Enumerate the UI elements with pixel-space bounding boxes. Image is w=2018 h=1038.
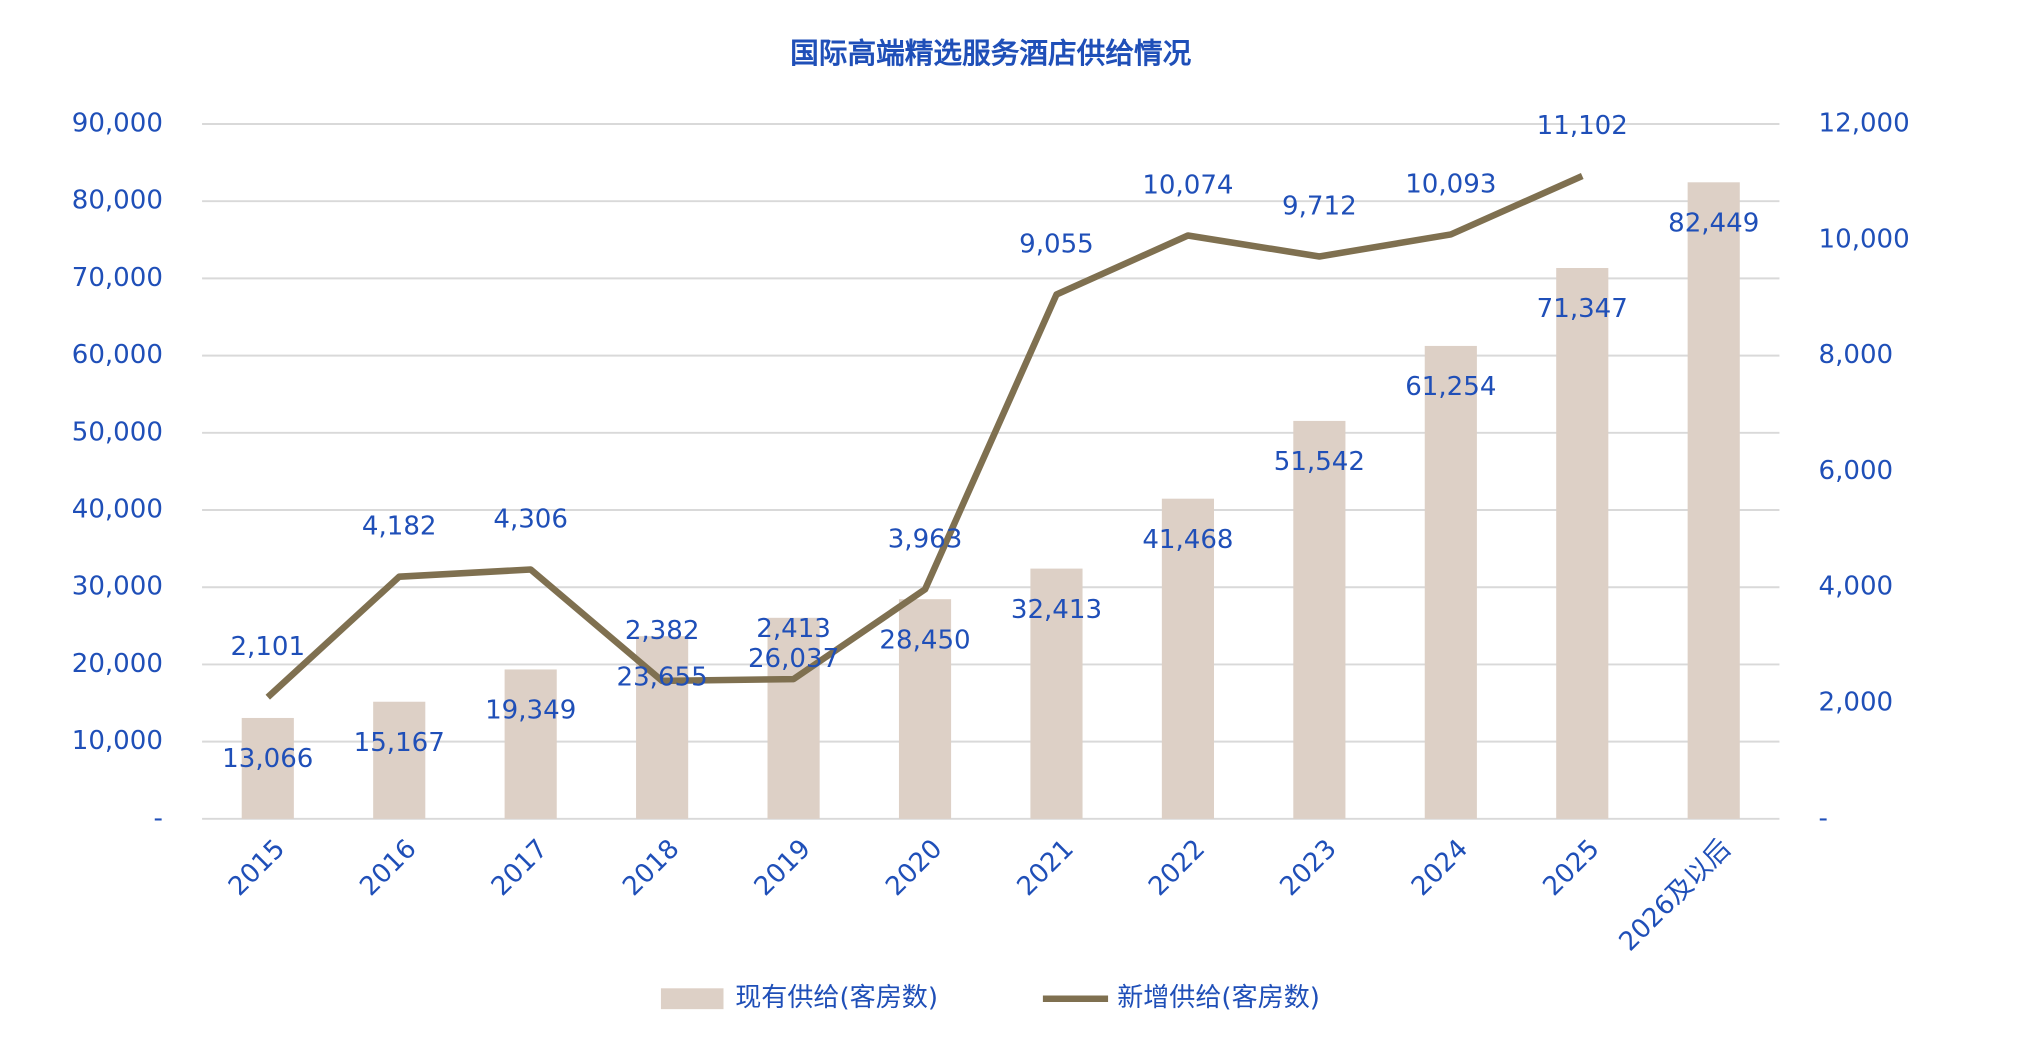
y2-tick-label: 4,000	[1819, 572, 1894, 602]
x-tick-label: 2025	[1537, 834, 1605, 902]
data-label: 4,306	[493, 504, 568, 534]
bar	[1161, 498, 1214, 819]
bar	[767, 617, 820, 819]
x-tick-label: 2022	[1143, 834, 1211, 902]
data-label: 61,254	[1405, 372, 1496, 402]
data-label: 2,382	[625, 616, 700, 646]
data-label: 2,101	[230, 632, 305, 662]
data-label: 4,182	[362, 512, 437, 542]
y-tick-label: 20,000	[72, 649, 163, 679]
bar	[1293, 420, 1346, 819]
data-label: 32,413	[1011, 595, 1102, 625]
y-tick-label: 10,000	[72, 726, 163, 756]
y2-tick-label: 6,000	[1819, 456, 1894, 486]
bar	[241, 717, 294, 819]
x-tick-label: 2024	[1406, 834, 1474, 902]
data-label: 82,449	[1668, 209, 1759, 239]
y-tick-label: 80,000	[72, 186, 163, 216]
data-label: 15,167	[354, 728, 445, 758]
data-label: 11,102	[1537, 111, 1628, 141]
y-tick-label: 60,000	[72, 340, 163, 370]
y2-tick-label: 12,000	[1819, 109, 1910, 139]
x-tick-label: 2018	[617, 834, 685, 902]
y-tick-label: -	[154, 803, 163, 833]
legend-swatch	[660, 988, 724, 1010]
bar	[1687, 182, 1740, 819]
x-tick-label: 2015	[223, 834, 291, 902]
legend-label: 现有供给(客房数)	[735, 983, 938, 1013]
bar	[1030, 568, 1083, 819]
x-tick-label: 2017	[486, 834, 554, 902]
data-label: 9,712	[1282, 191, 1357, 221]
data-label: 26,037	[748, 644, 839, 674]
y-tick-label: 70,000	[72, 263, 163, 293]
y-tick-label: 40,000	[72, 495, 163, 525]
data-label: 41,468	[1142, 525, 1233, 555]
data-label: 13,066	[222, 744, 313, 774]
x-tick-label: 2023	[1275, 834, 1343, 902]
data-label: 51,542	[1274, 447, 1365, 477]
data-label: 9,055	[1019, 229, 1094, 259]
bar	[898, 599, 952, 819]
data-label: 10,093	[1405, 169, 1496, 199]
data-label: 28,450	[879, 625, 970, 655]
y2-tick-label: 2,000	[1819, 688, 1894, 718]
data-label: 71,347	[1537, 294, 1628, 324]
data-label: 23,655	[617, 662, 708, 692]
y-tick-label: 30,000	[72, 572, 163, 602]
x-tick-label: 2016	[354, 834, 422, 902]
data-label: 3,963	[888, 524, 963, 554]
bar	[504, 669, 557, 819]
x-tick-label: 2021	[1012, 834, 1080, 902]
x-tick-label: 2020	[880, 834, 948, 902]
chart-title: 国际高端精选服务酒店供给情况	[790, 36, 1192, 70]
bar	[373, 701, 426, 819]
y2-tick-label: 8,000	[1819, 340, 1894, 370]
x-tick-label: 2019	[749, 834, 817, 902]
y2-tick-label: 10,000	[1819, 224, 1910, 254]
bar	[1556, 268, 1609, 819]
data-label: 2,413	[756, 614, 831, 644]
x-tick-label: 2026及以后	[1614, 834, 1737, 957]
y2-tick-label: -	[1819, 803, 1828, 833]
data-label: 19,349	[485, 696, 576, 726]
data-label: 10,074	[1142, 170, 1233, 200]
y-tick-label: 50,000	[72, 417, 163, 447]
line	[265, 173, 1584, 700]
bar	[1424, 345, 1477, 819]
legend-label: 新增供给(客房数)	[1117, 983, 1320, 1013]
y-tick-label: 90,000	[72, 109, 163, 139]
